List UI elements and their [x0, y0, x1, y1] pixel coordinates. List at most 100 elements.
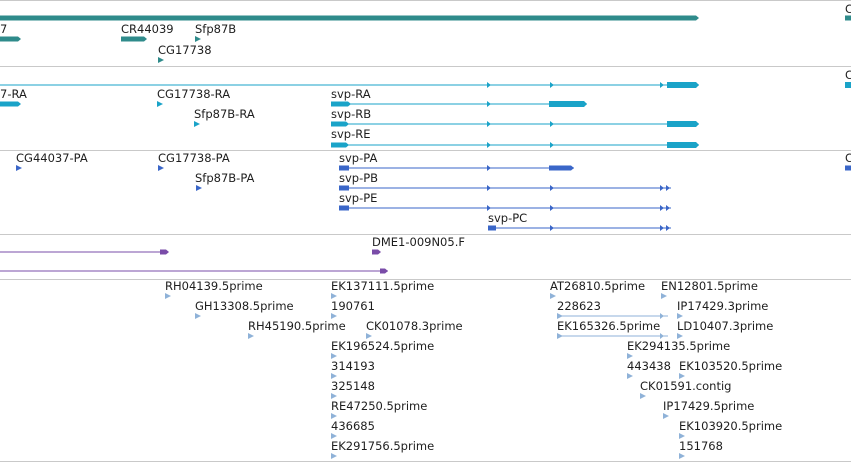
est-label[interactable]: RH45190.5prime	[248, 319, 346, 333]
protein-feature-block	[845, 165, 851, 171]
est-label[interactable]: EK294135.5prime	[627, 339, 731, 353]
transcript-exon-block	[667, 142, 699, 148]
protein-feature-marker	[660, 225, 664, 231]
protein-feature-marker	[666, 205, 670, 211]
est-feature-marker	[366, 333, 372, 339]
gene-feature-bar	[121, 36, 147, 42]
track-separator	[0, 150, 851, 151]
transcript-exon-marker	[487, 82, 491, 88]
transcript-exon-marker	[487, 101, 491, 107]
est-feature-marker	[331, 293, 337, 299]
est-label[interactable]: RE47250.5prime	[331, 399, 428, 413]
protein-label[interactable]: svp-PE	[339, 191, 378, 205]
est-label[interactable]: GH13308.5prime	[195, 299, 294, 313]
protein-label[interactable]: svp-PA	[339, 151, 378, 165]
est-label[interactable]: CK01078.3prime	[366, 319, 463, 333]
est-feature-marker	[331, 353, 337, 359]
est-feature-marker	[677, 333, 683, 339]
est-feature-marker	[331, 373, 337, 379]
est-label[interactable]: EK165326.5prime	[557, 319, 661, 333]
est-label[interactable]: 436685	[331, 419, 375, 433]
est-feature-marker	[550, 293, 556, 299]
est-label[interactable]: EK196524.5prime	[331, 339, 435, 353]
protein-label[interactable]: Sfp87B-PA	[195, 171, 255, 185]
est-label[interactable]: 228623	[557, 299, 601, 313]
protein-label[interactable]: svp-PB	[339, 171, 379, 185]
transcript-label[interactable]: svp-RA	[331, 87, 371, 101]
est-label[interactable]: 443438	[627, 359, 671, 373]
gene-label[interactable]: CR44039	[121, 22, 174, 36]
transcript-label[interactable]: 7-RA	[0, 87, 27, 101]
protein-feature-marker	[550, 225, 554, 231]
clone-end-block	[160, 249, 169, 255]
protein-feature-marker	[666, 225, 670, 231]
transcript-exon-marker	[487, 121, 491, 127]
est-label[interactable]: EN12801.5prime	[661, 279, 758, 293]
transcript-exon-block	[331, 142, 349, 148]
transcript-label[interactable]: Sfp87B-RA	[194, 107, 255, 121]
est-label[interactable]: EK103520.5prime	[679, 359, 783, 373]
clone-end-block	[372, 249, 381, 255]
est-label[interactable]: 314193	[331, 359, 375, 373]
gene-label[interactable]: CG17738	[158, 43, 212, 57]
transcript-exon-block	[331, 121, 349, 127]
est-label[interactable]: EK103920.5prime	[679, 419, 783, 433]
est-label[interactable]: AT26810.5prime	[550, 279, 646, 293]
protein-label[interactable]: CG17738-PA	[158, 151, 230, 165]
est-feature-marker	[640, 393, 646, 399]
protein-feature-block	[339, 165, 349, 171]
est-feature-marker	[660, 333, 664, 339]
est-label[interactable]: IP17429.5prime	[663, 399, 755, 413]
est-label[interactable]: RH04139.5prime	[165, 279, 263, 293]
track-separator	[0, 0, 851, 1]
gene-label[interactable]: 7	[0, 22, 8, 36]
transcript-exon-block	[667, 82, 699, 88]
protein-label[interactable]: CG44037-PA	[16, 151, 88, 165]
est-feature-marker	[331, 393, 337, 399]
transcript-exon-marker	[157, 101, 163, 107]
protein-feature-marker	[550, 185, 554, 191]
track-separator	[0, 66, 851, 67]
est-label[interactable]: 190761	[331, 299, 375, 313]
gene-feature-bar	[0, 36, 21, 42]
est-feature-marker	[557, 313, 563, 319]
gene-feature-bar	[0, 15, 699, 21]
protein-feature-marker	[16, 165, 22, 171]
est-label[interactable]: EK291756.5prime	[331, 439, 435, 453]
est-label[interactable]: EK137111.5prime	[331, 279, 435, 293]
transcript-label[interactable]: svp-RB	[331, 107, 372, 121]
est-feature-marker	[679, 453, 685, 459]
est-label[interactable]: IP17429.3prime	[677, 299, 769, 313]
transcript-label[interactable]: svp-RE	[331, 127, 371, 141]
est-feature-marker	[627, 373, 633, 379]
gene-label-truncated[interactable]: C	[845, 2, 851, 16]
clone-end-block	[380, 268, 388, 274]
est-label[interactable]: CK01591.contig	[640, 379, 732, 393]
transcript-exon-block	[845, 82, 851, 88]
clone-label[interactable]: DME1-009N05.F	[372, 235, 465, 249]
track-separator	[0, 279, 851, 280]
transcript-label-truncated[interactable]: C	[845, 68, 851, 82]
protein-feature-marker	[666, 185, 670, 191]
protein-feature-marker	[487, 165, 491, 171]
gene-label[interactable]: Sfp87B	[195, 22, 237, 36]
protein-feature-marker	[487, 185, 491, 191]
est-feature-marker	[661, 293, 667, 299]
transcript-exon-marker	[660, 82, 664, 88]
transcript-label[interactable]: CG17738-RA	[157, 87, 231, 101]
protein-feature-block	[339, 185, 349, 191]
est-label[interactable]: LD10407.3prime	[677, 319, 774, 333]
est-feature-marker	[331, 433, 337, 439]
est-label[interactable]: 325148	[331, 379, 375, 393]
est-feature-marker	[679, 433, 685, 439]
est-feature-marker	[331, 453, 337, 459]
protein-label[interactable]: svp-PC	[488, 211, 528, 225]
track-separator	[0, 234, 851, 235]
protein-label-truncated[interactable]: C	[845, 151, 851, 165]
transcript-exon-marker	[487, 142, 491, 148]
est-feature-marker	[663, 413, 669, 419]
gene-feature-marker	[195, 36, 201, 42]
est-label[interactable]: 151768	[679, 439, 723, 453]
